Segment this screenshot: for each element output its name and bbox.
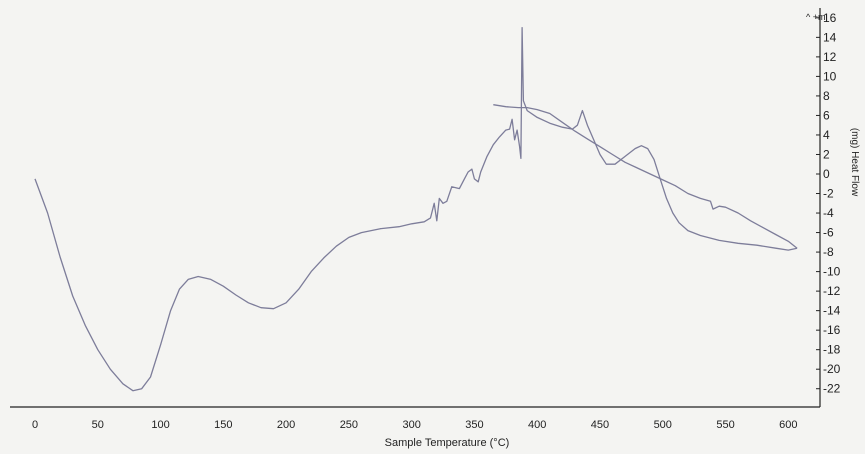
series-line-heating (34, 26, 798, 392)
x-tick-label: 250 (340, 419, 358, 431)
x-tick-label: 100 (151, 419, 169, 431)
x-tick-label: 0 (32, 419, 38, 431)
plot-series-group (34, 26, 798, 392)
x-axis-ticks: 0 50 100 150 200 250 300 350 400 450 500 550 600 (32, 419, 798, 431)
y-tick-label: 12 (823, 50, 837, 64)
x-tick-label: 150 (214, 419, 232, 431)
y-tick-label: -16 (823, 323, 841, 337)
x-tick-label: 550 (716, 419, 734, 431)
x-tick-label: 600 (779, 419, 797, 431)
y-tick-label: -12 (823, 284, 841, 298)
y-axis-title: (mg) Heat Flow (849, 128, 860, 197)
y-tick-label: -4 (823, 206, 834, 220)
y-tick-label: 14 (823, 30, 837, 44)
y-tick-label: -6 (823, 226, 834, 240)
x-axis-title: Sample Temperature (°C) (385, 437, 510, 449)
x-tick-label: 400 (528, 419, 546, 431)
y-tick-label: -10 (823, 265, 841, 279)
y-tick-label: -20 (823, 362, 841, 376)
x-tick-label: 500 (654, 419, 672, 431)
y-tick-label: -22 (823, 382, 841, 396)
y-tick-label: 0 (823, 167, 830, 181)
x-tick-label: 200 (277, 419, 295, 431)
series-line-return (493, 104, 798, 249)
y-tick-label: -8 (823, 245, 834, 259)
y-tick-label: 4 (823, 128, 830, 142)
y-tick-label: 6 (823, 108, 830, 122)
y-axis-marker-label: ^ +m (806, 12, 825, 22)
x-tick-label: 350 (465, 419, 483, 431)
x-tick-label: 300 (402, 419, 420, 431)
y-tick-label: -14 (823, 304, 841, 318)
y-tick-label: -2 (823, 187, 834, 201)
y-tick-label: 16 (823, 11, 837, 25)
y-tick-label: 10 (823, 69, 837, 83)
y-tick-label: -18 (823, 343, 841, 357)
x-tick-label: 450 (591, 419, 609, 431)
y-tick-label: 8 (823, 89, 830, 103)
x-tick-label: 50 (92, 419, 104, 431)
y-axis-ticks: 16 14 12 10 8 6 4 2 0 -2 -4 -6 -8 -10 -12 -14 -16 -18 -20 -… (816, 11, 841, 396)
y-tick-label: 2 (823, 147, 830, 161)
